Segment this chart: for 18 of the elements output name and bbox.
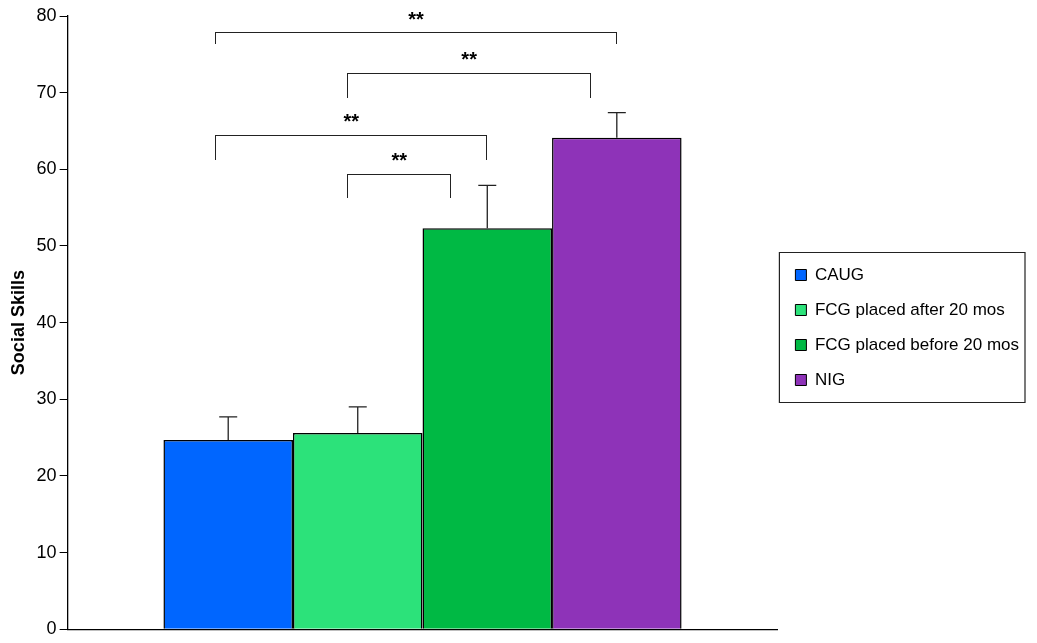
y-tick-label: 20	[36, 464, 57, 485]
y-tick-label: 50	[36, 234, 57, 255]
y-tick-label: 60	[36, 158, 57, 179]
y-tick-label: 80	[36, 4, 57, 25]
annotation: **	[343, 110, 360, 133]
y-tick-label: 70	[36, 81, 57, 102]
annotation: **	[461, 48, 478, 71]
legend-label: CAUG	[814, 264, 865, 284]
y-tick-label: 40	[36, 311, 57, 332]
y-tick-label: 10	[36, 541, 57, 562]
y-tick-label: 0	[46, 618, 57, 639]
legend-label: FCG placed after 20 mos	[814, 299, 1005, 319]
legend-label: FCG placed before 20 mos	[814, 334, 1020, 354]
y-axis-title: Social Skills	[7, 270, 28, 376]
y-tick-label: 30	[36, 388, 57, 409]
annotation: **	[408, 7, 425, 30]
legend-label: NIG	[814, 369, 846, 389]
annotation: **	[391, 149, 408, 172]
